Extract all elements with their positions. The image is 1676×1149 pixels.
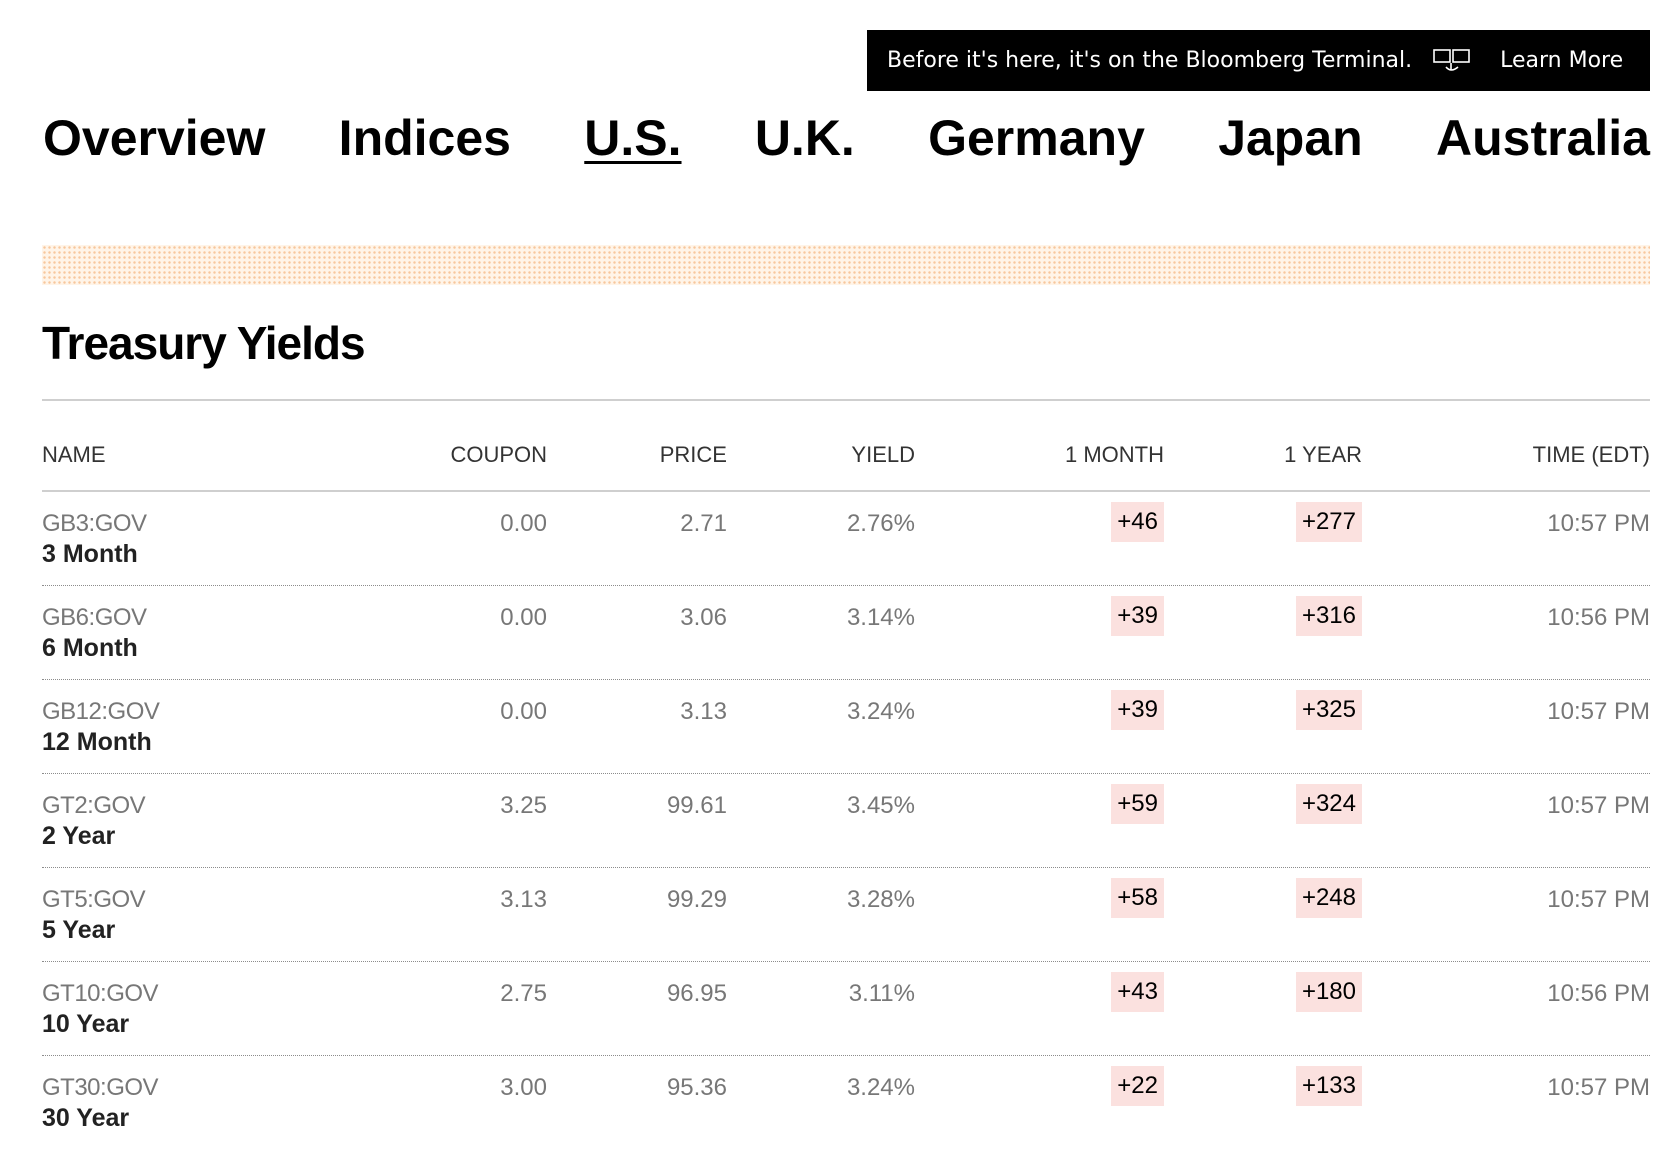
- coupon-value: 2.75: [500, 980, 547, 1007]
- one-month-change-badge: +59: [1111, 784, 1164, 824]
- header-1-month[interactable]: 1 MONTH: [1065, 442, 1164, 467]
- term-label: 5 Year: [42, 916, 116, 944]
- table-body: GB3:GOV 3 Month 0.00 2.71 2.76% +46 +277 10:57 …: [42, 492, 1650, 1149]
- table-row[interactable]: GB3:GOV 3 Month 0.00 2.71 2.76% +46 +277 10:57 …: [42, 492, 1650, 586]
- yield-value: 3.24%: [846, 698, 915, 725]
- yield-value: 2.76%: [846, 510, 915, 537]
- market-nav: Overview Indices U.S. U.K. Germany Japan…: [43, 108, 1650, 168]
- header-yield[interactable]: YIELD: [851, 442, 915, 467]
- term-label: 6 Month: [42, 634, 138, 662]
- nav-item-indices[interactable]: Indices: [338, 110, 511, 166]
- table-row[interactable]: GB12:GOV 12 Month 0.00 3.13 3.24% +39 +325 10:5…: [42, 680, 1650, 774]
- learn-more-link[interactable]: Learn More: [1500, 48, 1624, 73]
- yield-value: 3.11%: [848, 980, 915, 1007]
- coupon-value: 0.00: [500, 698, 547, 725]
- price-value: 95.36: [666, 1074, 727, 1101]
- ticker-link[interactable]: GT5:GOV: [42, 886, 146, 913]
- price-value: 96.95: [666, 980, 727, 1007]
- yield-value: 3.14%: [846, 604, 915, 631]
- header-price[interactable]: PRICE: [659, 442, 727, 467]
- coupon-value: 0.00: [500, 604, 547, 631]
- time-value: 10:57 PM: [1547, 510, 1650, 537]
- ticker-link[interactable]: GB3:GOV: [42, 510, 147, 537]
- nav-item-australia[interactable]: Australia: [1436, 110, 1650, 166]
- one-month-change-badge: +39: [1111, 596, 1164, 636]
- one-month-change-badge: +58: [1111, 878, 1164, 918]
- one-month-change-badge: +43: [1111, 972, 1164, 1012]
- one-year-change-badge: +325: [1295, 690, 1362, 730]
- coupon-value: 3.00: [500, 1074, 547, 1101]
- table-header: NAME COUPON PRICE YIELD 1 MONTH 1 YEAR T…: [42, 430, 1650, 492]
- time-value: 10:57 PM: [1547, 792, 1650, 819]
- term-label: 12 Month: [42, 728, 152, 756]
- ticker-link[interactable]: GT10:GOV: [42, 980, 159, 1007]
- ticker-link[interactable]: GB12:GOV: [42, 698, 160, 725]
- nav-item-germany[interactable]: Germany: [928, 110, 1145, 166]
- price-value: 2.71: [680, 510, 727, 537]
- nav-item-japan[interactable]: Japan: [1218, 110, 1363, 166]
- one-year-change-badge: +133: [1295, 1066, 1362, 1106]
- nav-item-us[interactable]: U.S.: [584, 110, 682, 166]
- promo-text: Before it's here, it's on the Bloomberg …: [887, 48, 1413, 73]
- price-value: 99.29: [666, 886, 727, 913]
- price-value: 3.13: [680, 698, 727, 725]
- section-title: Treasury Yields: [42, 317, 366, 369]
- table-row[interactable]: GT2:GOV 2 Year 3.25 99.61 3.45% +59 +324 10:57 …: [42, 774, 1650, 868]
- ticker-link[interactable]: GB6:GOV: [42, 604, 147, 631]
- term-label: 30 Year: [42, 1104, 130, 1132]
- yield-value: 3.45%: [846, 792, 915, 819]
- yield-value: 3.24%: [846, 1074, 915, 1101]
- decorative-stripe: [42, 245, 1650, 285]
- terminal-icon: [1432, 47, 1472, 75]
- ticker-link[interactable]: GT2:GOV: [42, 792, 146, 819]
- one-month-change-badge: +22: [1111, 1066, 1164, 1106]
- coupon-value: 3.25: [500, 792, 547, 819]
- yield-value: 3.28%: [846, 886, 915, 913]
- coupon-value: 3.13: [500, 886, 547, 913]
- ticker-link[interactable]: GT30:GOV: [42, 1074, 159, 1101]
- time-value: 10:57 PM: [1547, 1074, 1650, 1101]
- divider: [42, 399, 1650, 401]
- time-value: 10:56 PM: [1547, 980, 1650, 1007]
- terminal-promo-banner[interactable]: Before it's here, it's on the Bloomberg …: [867, 30, 1650, 91]
- nav-item-overview[interactable]: Overview: [43, 110, 266, 166]
- header-1-year[interactable]: 1 YEAR: [1284, 442, 1362, 467]
- table-row[interactable]: GB6:GOV 6 Month 0.00 3.06 3.14% +39 +316 10:56 …: [42, 586, 1650, 680]
- header-coupon[interactable]: COUPON: [450, 442, 547, 467]
- time-value: 10:57 PM: [1547, 698, 1650, 725]
- one-month-change-badge: +39: [1111, 690, 1164, 730]
- one-year-change-badge: +248: [1295, 878, 1362, 918]
- term-label: 2 Year: [42, 822, 116, 850]
- one-year-change-badge: +277: [1295, 502, 1362, 542]
- term-label: 3 Month: [42, 540, 138, 568]
- table-row[interactable]: GT5:GOV 5 Year 3.13 99.29 3.28% +58 +248 10:57 …: [42, 868, 1650, 962]
- price-value: 3.06: [680, 604, 727, 631]
- one-year-change-badge: +180: [1295, 972, 1362, 1012]
- nav-item-uk[interactable]: U.K.: [754, 110, 855, 166]
- one-year-change-badge: +324: [1295, 784, 1362, 824]
- coupon-value: 0.00: [500, 510, 547, 537]
- one-month-change-badge: +46: [1111, 502, 1164, 542]
- time-value: 10:56 PM: [1547, 604, 1650, 631]
- header-time[interactable]: TIME (EDT): [1532, 442, 1650, 467]
- header-name[interactable]: NAME: [42, 442, 106, 467]
- time-value: 10:57 PM: [1547, 886, 1650, 913]
- one-year-change-badge: +316: [1295, 596, 1362, 636]
- price-value: 99.61: [666, 792, 727, 819]
- table-row[interactable]: GT30:GOV 30 Year 3.00 95.36 3.24% +22 +133 10:5…: [42, 1056, 1650, 1149]
- term-label: 10 Year: [42, 1010, 130, 1038]
- table-row[interactable]: GT10:GOV 10 Year 2.75 96.95 3.11% +43 +180 10:5…: [42, 962, 1650, 1056]
- treasury-yields-table: NAME COUPON PRICE YIELD 1 MONTH 1 YEAR T…: [42, 430, 1650, 1149]
